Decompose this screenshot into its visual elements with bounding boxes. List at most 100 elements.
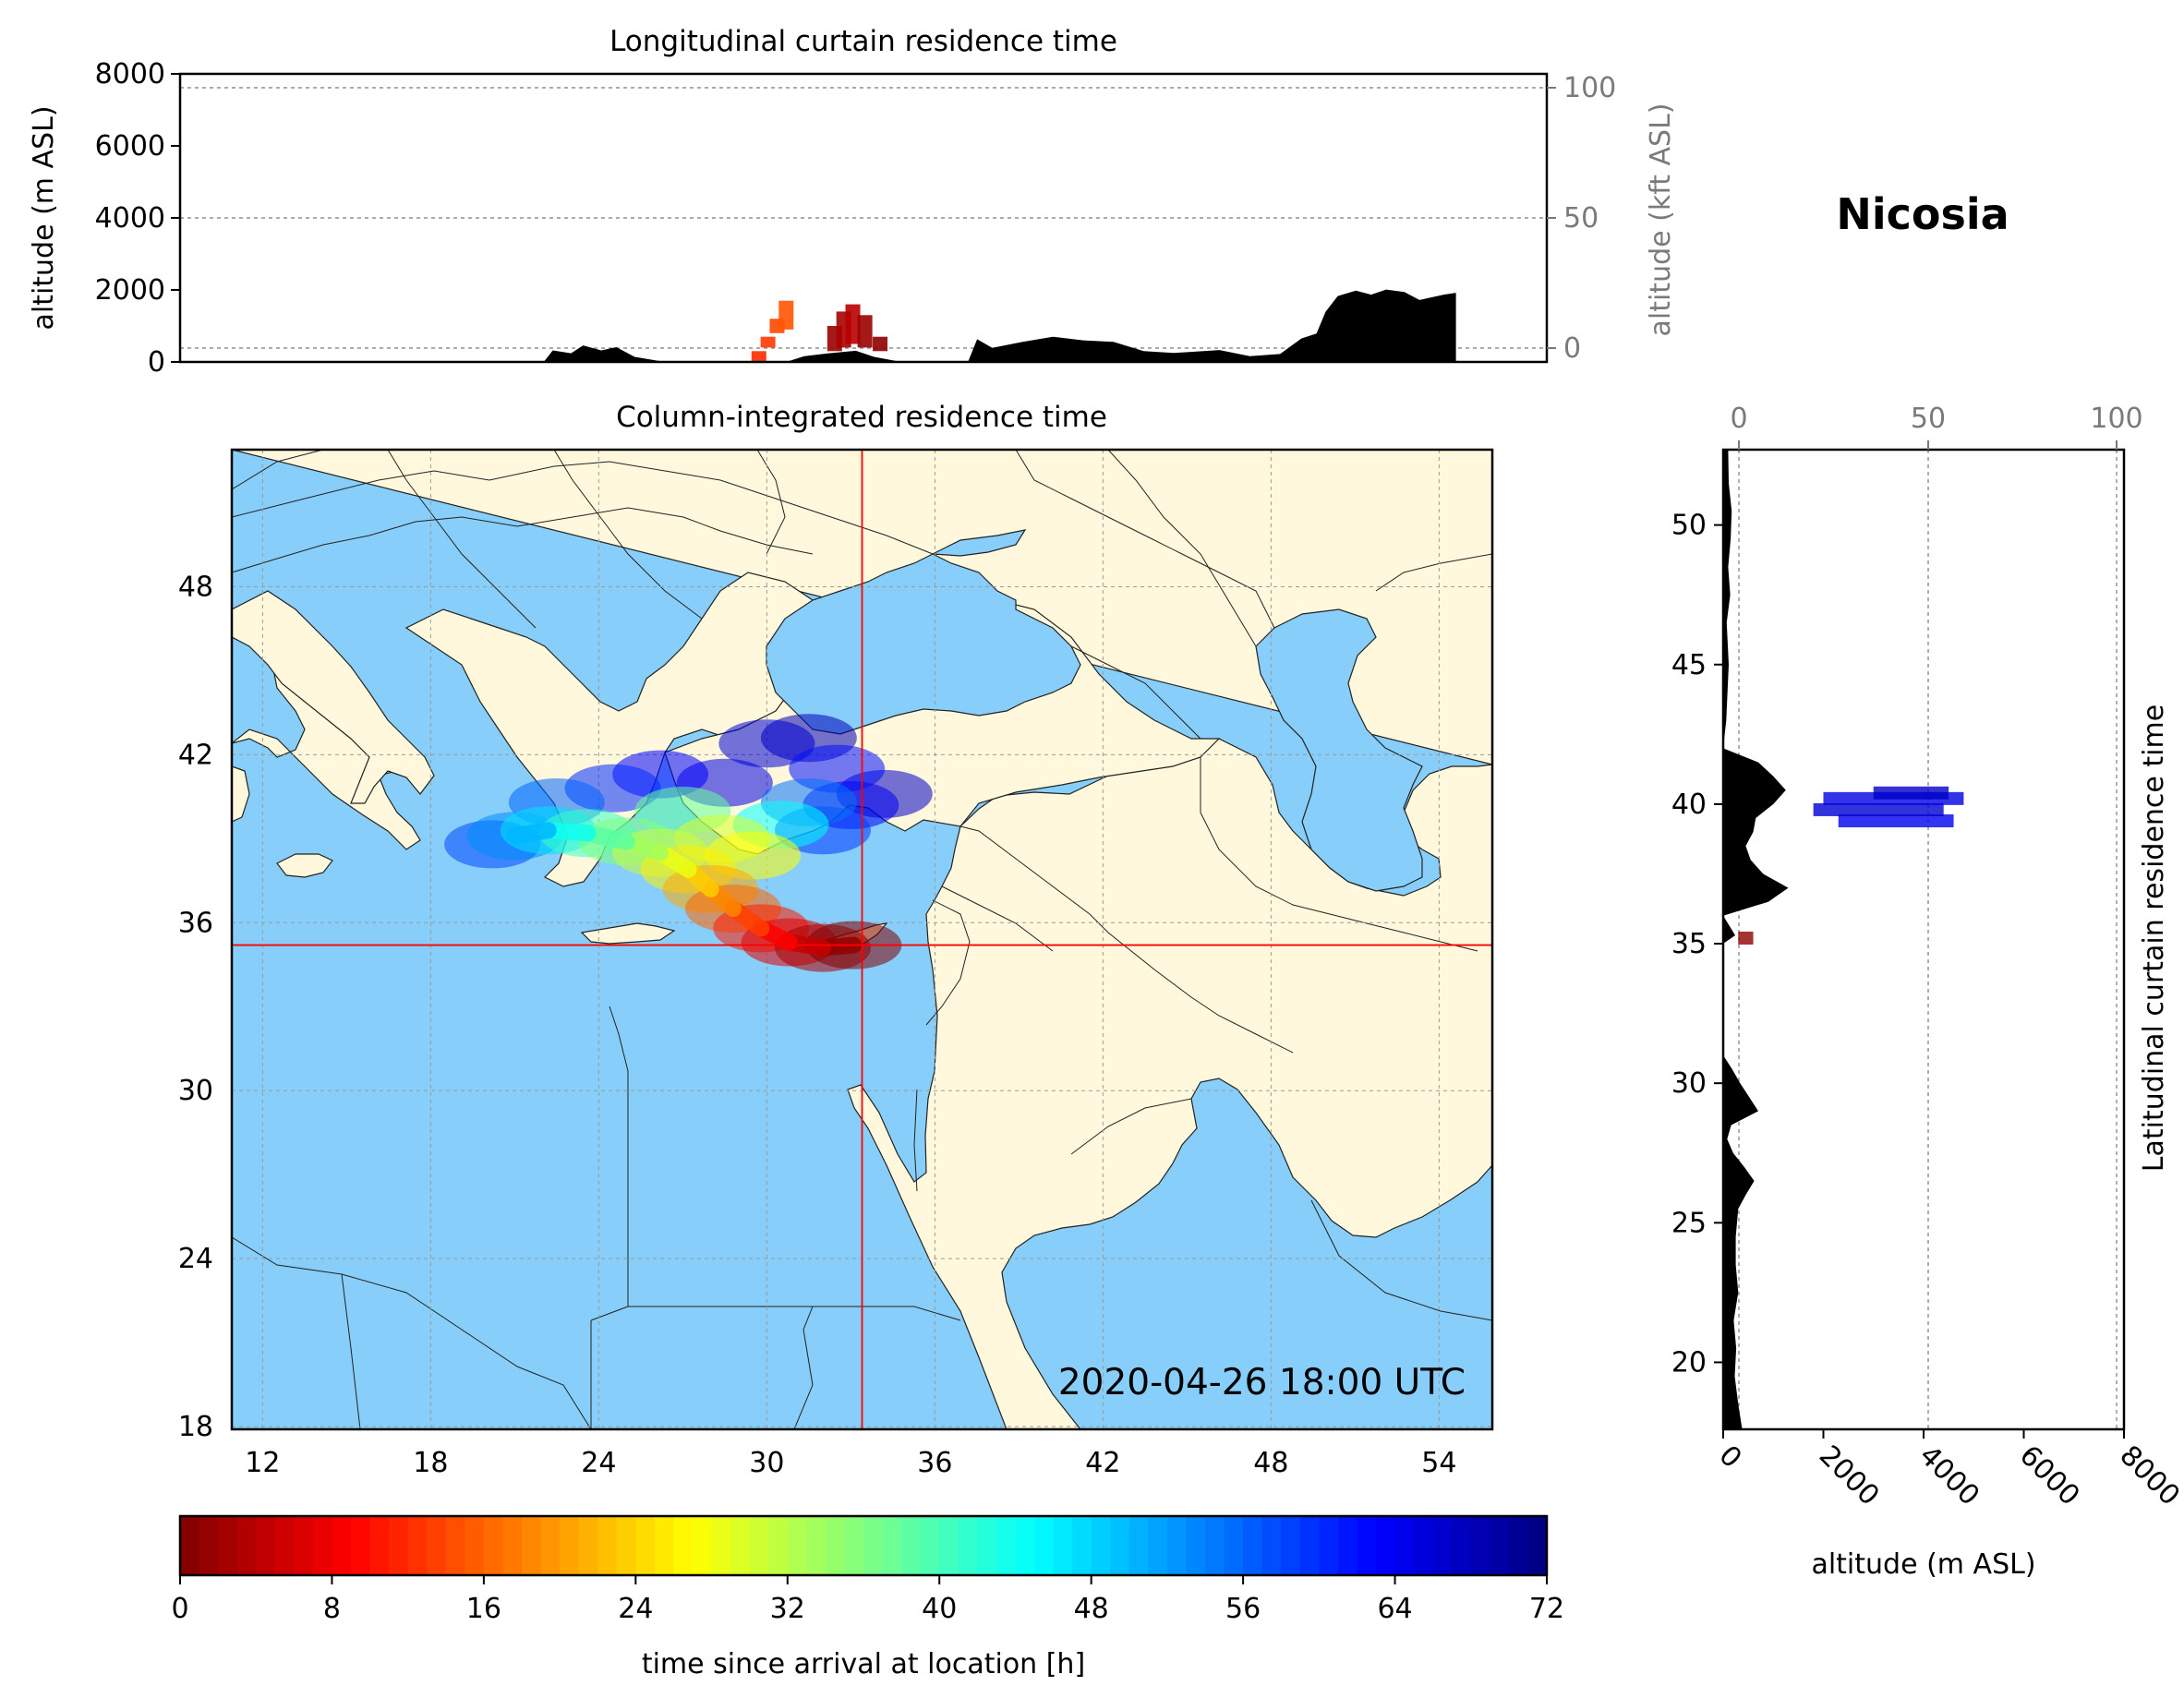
colorbar-cell (1205, 1516, 1225, 1575)
colorbar-tick-label: 48 (1074, 1593, 1109, 1625)
colorbar-cell (1490, 1516, 1510, 1575)
colorbar-cell (1224, 1516, 1244, 1575)
right-ytick-label: 35 (1671, 928, 1707, 960)
colorbar-cell (1337, 1516, 1358, 1575)
right-ytick-label: 50 (1671, 510, 1707, 542)
colorbar-cell (806, 1516, 827, 1575)
colorbar-cell (844, 1516, 864, 1575)
right-terrain (1723, 450, 1789, 1429)
right-latitude-axis: 20 25 30 35 40 45 50 (1671, 510, 1723, 1379)
top-ytick-label: 6000 (95, 130, 165, 163)
map-panel: Column-integrated residence time (178, 401, 1494, 1479)
right-plume-cell (1873, 786, 1949, 800)
colorbar-cell (1376, 1516, 1396, 1575)
right-panel-frame (1721, 448, 2126, 1431)
colorbar-cell (218, 1516, 238, 1575)
colorbar-frame (178, 1514, 1549, 1577)
colorbar-cell (540, 1516, 561, 1575)
map-italy (232, 590, 435, 804)
map-area: 2020-04-26 18:00 UTC (232, 450, 1492, 1429)
colorbar-cell (560, 1516, 580, 1575)
colorbar-cell (502, 1516, 523, 1575)
map-lon-tick-label: 30 (749, 1447, 784, 1479)
colorbar: 0 8 16 24 32 40 48 56 64 72 time since arrival at… (171, 1514, 1564, 1680)
colorbar-gradient (180, 1516, 1548, 1575)
colorbar-cell (654, 1516, 675, 1575)
top-plume-cell (845, 304, 861, 344)
colorbar-cell (1261, 1516, 1282, 1575)
top-ytick-label: 4000 (95, 202, 165, 235)
map-lat-tick-label: 30 (178, 1075, 213, 1107)
colorbar-tick-label: 32 (770, 1593, 805, 1625)
colorbar-cell (635, 1516, 656, 1575)
map-lon-tick-label: 12 (245, 1447, 280, 1479)
top-terrain (180, 289, 1547, 362)
colorbar-cell (920, 1516, 940, 1575)
colorbar-cell (730, 1516, 751, 1575)
colorbar-cell (1091, 1516, 1111, 1575)
right-ytick-label: 25 (1671, 1207, 1707, 1239)
colorbar-tick-label: 24 (618, 1593, 653, 1625)
right-xtick-label: 8000 (2113, 1439, 2184, 1512)
colorbar-cell (825, 1516, 846, 1575)
right-xtick-label: 6000 (2013, 1439, 2086, 1512)
colorbar-cell (863, 1516, 884, 1575)
colorbar-tick-label: 56 (1225, 1593, 1261, 1625)
colorbar-cell (1357, 1516, 1377, 1575)
colorbar-cell (1128, 1516, 1149, 1575)
map-frame (230, 448, 1494, 1431)
colorbar-cell (1034, 1516, 1055, 1575)
map-lat-tick-label: 48 (178, 572, 213, 604)
colorbar-cell (1072, 1516, 1092, 1575)
colorbar-cell (1432, 1516, 1453, 1575)
colorbar-tick-label: 16 (466, 1593, 501, 1625)
colorbar-cell (407, 1516, 428, 1575)
right-plume-cell (1838, 814, 1954, 828)
colorbar-cell (351, 1516, 371, 1575)
colorbar-ticks: 0 8 16 24 32 40 48 56 64 72 (171, 1575, 1564, 1625)
right-ytick-label: 45 (1671, 649, 1707, 681)
top-ytick-label: 0 (148, 346, 165, 379)
colorbar-cell (1508, 1516, 1529, 1575)
colorbar-cell (199, 1516, 219, 1575)
colorbar-cell (1281, 1516, 1301, 1575)
right-gridlines (1738, 450, 2118, 1429)
colorbar-cell (1015, 1516, 1035, 1575)
colorbar-cell (787, 1516, 807, 1575)
right-plume-cell (1738, 931, 1754, 945)
map-lon-tick-label: 36 (917, 1447, 952, 1479)
right-ytick-label: 40 (1671, 789, 1707, 821)
map-lat-tick-label: 36 (178, 907, 213, 939)
colorbar-cell (1186, 1516, 1206, 1575)
top-right-axis: 0 50 100 (1547, 72, 1616, 365)
top-right-tick-label: 0 (1563, 332, 1581, 365)
right-top-tick-label: 100 (2090, 403, 2142, 435)
timestamp-annotation: 2020-04-26 18:00 UTC (1058, 1362, 1466, 1403)
colorbar-tick-label: 8 (323, 1593, 341, 1625)
colorbar-cell (312, 1516, 333, 1575)
right-top-tick-label: 0 (1730, 403, 1747, 435)
colorbar-cell (901, 1516, 922, 1575)
colorbar-cell (389, 1516, 409, 1575)
colorbar-cell (1414, 1516, 1434, 1575)
colorbar-cell (578, 1516, 598, 1575)
map-caspian-sea (1255, 608, 1423, 892)
colorbar-cell (294, 1516, 314, 1575)
map-sardinia (232, 765, 250, 823)
colorbar-cell (616, 1516, 636, 1575)
right-ytick-label: 20 (1671, 1346, 1707, 1379)
colorbar-cell (1527, 1516, 1548, 1575)
top-right-axis-label: altitude (kft ASL) (1645, 102, 1677, 336)
right-plot-area (1723, 450, 1964, 1429)
map-lon-tick-label: 24 (581, 1447, 616, 1479)
top-right-tick-label: 100 (1563, 72, 1616, 104)
right-altitude-axis-label: altitude (m ASL) (1811, 1548, 2035, 1581)
colorbar-cell (673, 1516, 694, 1575)
colorbar-cell (749, 1516, 769, 1575)
top-ytick-label: 2000 (95, 274, 165, 307)
map-lon-tick-label: 18 (413, 1447, 448, 1479)
right-altitude-axis: 0 2000 4000 6000 8000 (1712, 1429, 2184, 1512)
longitudinal-curtain-title: Longitudinal curtain residence time (609, 25, 1117, 58)
colorbar-cell (768, 1516, 789, 1575)
